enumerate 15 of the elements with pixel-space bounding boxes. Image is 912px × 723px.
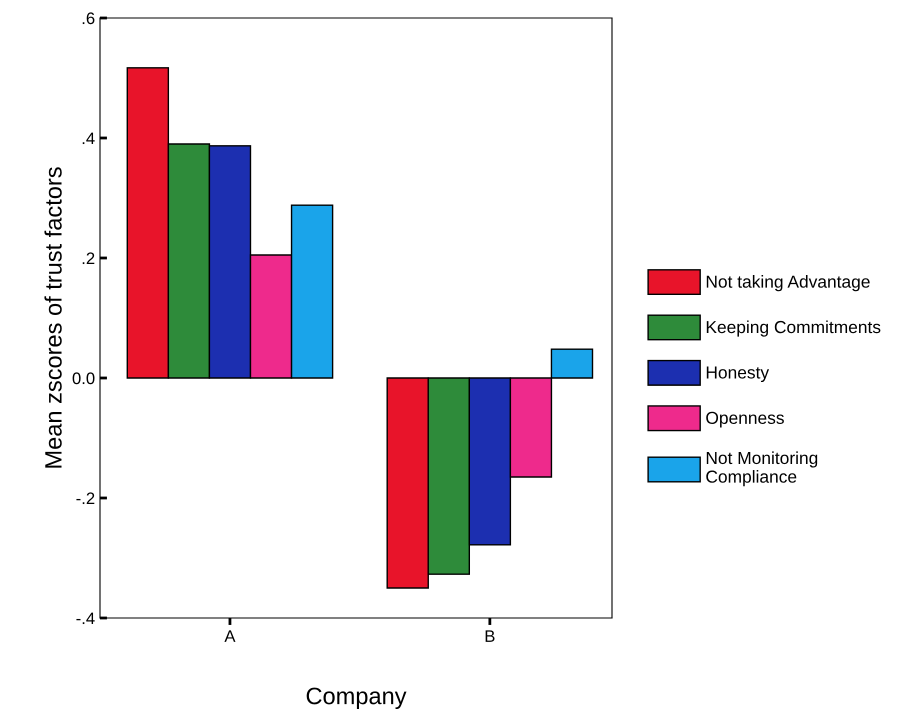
y-tick-label: -.4: [76, 612, 95, 624]
x-tick-label: B: [486, 630, 495, 642]
y-tick-label: .6: [82, 12, 94, 24]
legend-label: Openness: [706, 412, 784, 428]
legend-label: Not taking Advantage: [706, 275, 870, 292]
y-tick-label: .2: [82, 252, 94, 264]
x-axis-title: Company: [306, 688, 406, 710]
x-tick-label: A: [224, 630, 236, 642]
y-tick-label: -.2: [76, 492, 94, 504]
y-tick-label: 0.0: [72, 372, 94, 384]
y-tick-label: .4: [82, 132, 95, 144]
y-axis-title: Mean zscores of trust factors: [44, 167, 62, 468]
legend-label: Not Monitoring Compliance: [706, 451, 818, 486]
legend-label: Keeping Commitments: [706, 320, 880, 337]
legend-label: Honesty: [706, 366, 770, 382]
